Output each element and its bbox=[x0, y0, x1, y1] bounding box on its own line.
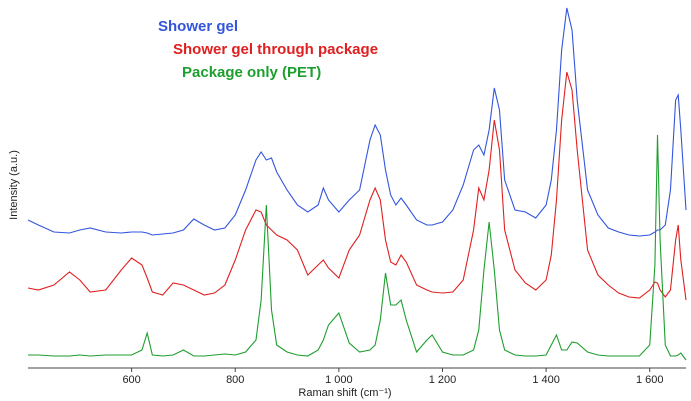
y-axis-label: Intensity (a.u.) bbox=[8, 150, 20, 220]
x-tick-label: 600 bbox=[122, 374, 140, 386]
x-tick-label: 1 600 bbox=[636, 374, 664, 386]
legend-entry: Package only (PET) bbox=[182, 64, 321, 81]
spectrum-line bbox=[28, 134, 687, 361]
x-tick-label: 1 200 bbox=[429, 374, 457, 386]
legend-entry: Shower gel through package bbox=[173, 41, 378, 58]
spectrum-line bbox=[27, 71, 687, 301]
x-tick-label: 800 bbox=[226, 374, 244, 386]
spectrum-line bbox=[27, 7, 687, 237]
x-tick-label: 1 000 bbox=[325, 374, 353, 386]
legend-entry: Shower gel bbox=[158, 18, 238, 35]
x-tick-label: 1 400 bbox=[532, 374, 560, 386]
x-axis-label: Raman shift (cm⁻¹) bbox=[298, 387, 391, 399]
